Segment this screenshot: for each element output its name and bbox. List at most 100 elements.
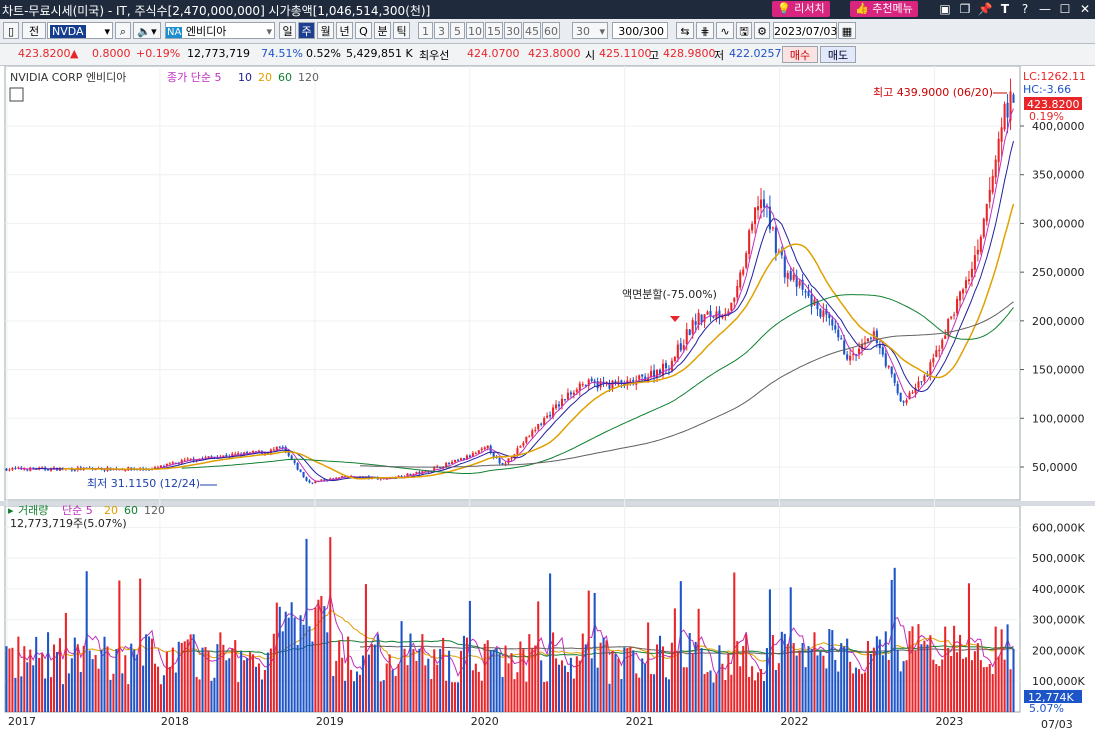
table-icon[interactable] — [9, 87, 24, 102]
tab-period-2[interactable]: 월 — [317, 22, 334, 39]
candle-body — [852, 354, 855, 356]
volume-bar — [234, 640, 237, 712]
candle-body — [23, 469, 26, 471]
text-icon[interactable]: T — [1000, 2, 1010, 16]
volume-bar — [64, 612, 67, 712]
chevron-down-icon: ▾ — [599, 25, 605, 38]
volume-bar — [23, 646, 26, 712]
volume-bar — [67, 673, 70, 712]
volume-bar — [151, 638, 154, 712]
candle-body — [656, 370, 659, 378]
volume-bar — [1006, 624, 1009, 712]
volume-bar — [168, 666, 171, 712]
interval-button-0[interactable]: 1 — [418, 22, 433, 39]
indicator-icon[interactable]: ∿ — [716, 22, 734, 39]
volume-tick-label: 300,000K — [1032, 614, 1085, 627]
volume-bar — [774, 670, 777, 712]
candle-body — [932, 358, 935, 363]
candle-body — [379, 478, 382, 480]
grid-icon[interactable]: ⋕ — [696, 22, 714, 39]
calendar-icon[interactable]: ▦ — [838, 22, 856, 39]
candle-body — [8, 469, 11, 471]
interval-select[interactable]: 30 ▾ — [572, 22, 608, 39]
x-tick-label: 2023 — [935, 715, 963, 728]
volume-bar — [751, 666, 754, 712]
tab-period-5[interactable]: 분 — [374, 22, 391, 39]
count-input[interactable]: 300/300 — [612, 22, 668, 39]
candle-body — [311, 482, 314, 484]
save-icon[interactable]: 🖫 — [736, 22, 752, 39]
gear-icon[interactable]: ⚙ — [754, 22, 770, 39]
tab-period-0[interactable]: 일 — [279, 22, 296, 39]
candle-body — [664, 363, 667, 369]
panel-toggle-icon[interactable]: ▯ — [3, 22, 19, 39]
maximize-icon[interactable]: ☐ — [1059, 2, 1071, 16]
stock-name-field[interactable]: NA 엔비디아 ▾ — [165, 22, 275, 39]
interval-button-5[interactable]: 30 — [504, 22, 522, 39]
volume-bar — [697, 608, 700, 712]
candle-body — [480, 448, 483, 451]
date-input[interactable]: 2023/07/03 — [773, 22, 837, 39]
volume-bar — [932, 659, 935, 712]
volume-bar — [109, 679, 112, 712]
volume-bar — [465, 637, 468, 712]
compare-icon[interactable]: ⇆ — [676, 22, 694, 39]
interval-button-4[interactable]: 15 — [485, 22, 503, 39]
price-tick-label: 250,0000 — [1032, 266, 1085, 279]
volume-bar — [935, 664, 938, 712]
help-icon[interactable]: ? — [1021, 2, 1029, 16]
volume-bar — [433, 649, 436, 712]
candle-body — [47, 469, 50, 471]
volume-bar — [703, 673, 706, 712]
chart-panel[interactable]: 400,0000 350,0000 300,0000 250,0000 200,0000… — [0, 65, 1095, 737]
volume-bar — [941, 659, 944, 712]
symbol-input[interactable]: NVDA ▾ — [47, 22, 113, 39]
interval-button-7[interactable]: 60 — [542, 22, 560, 39]
price-volume-chart[interactable]: 400,0000 350,0000 300,0000 250,0000 200,0000… — [0, 65, 1095, 737]
recommend-menu-button[interactable]: 👍 추천메뉴 — [850, 1, 918, 17]
candle-body — [650, 370, 653, 377]
pin-icon[interactable]: 📌 — [977, 2, 993, 16]
volume-bar — [944, 626, 947, 712]
volume-bar — [459, 650, 463, 712]
volume-bar — [136, 654, 139, 712]
volume-bar — [73, 637, 76, 712]
buy-button[interactable]: 매수 — [782, 46, 818, 63]
interval-button-3[interactable]: 10 — [466, 22, 484, 39]
close-icon[interactable]: ✕ — [1079, 2, 1091, 16]
window-layout-icon[interactable]: ▣ — [939, 2, 951, 16]
volume-bar — [20, 676, 23, 712]
whole-button[interactable]: 전 — [22, 22, 46, 39]
sell-button[interactable]: 매도 — [820, 46, 856, 63]
stock-name: 엔비디아 — [185, 25, 227, 38]
tab-period-3[interactable]: 년 — [336, 22, 353, 39]
copy-window-icon[interactable]: ❐ — [959, 2, 971, 16]
candle-body — [670, 360, 673, 371]
research-button[interactable]: 💡 리서치 — [772, 1, 830, 17]
volume-bar — [789, 587, 792, 712]
tab-period-4[interactable]: Q — [355, 22, 372, 39]
candle-body — [504, 463, 507, 465]
candle-body — [837, 329, 840, 338]
ma60-line — [181, 294, 1014, 474]
interval-button-6[interactable]: 45 — [523, 22, 541, 39]
candle-body — [290, 455, 293, 461]
interval-button-2[interactable]: 5 — [450, 22, 465, 39]
candle-body — [691, 319, 694, 334]
candle-body — [742, 269, 745, 275]
volume-bar — [664, 677, 667, 712]
volume-bar — [468, 600, 471, 712]
tab-period-1[interactable]: 주 — [298, 22, 315, 39]
search-icon[interactable]: ⌕ — [115, 22, 131, 39]
speaker-icon[interactable]: 🔈▾ — [133, 22, 161, 39]
volume-bar — [795, 655, 798, 712]
candle-body — [578, 383, 581, 391]
interval-button-1[interactable]: 3 — [434, 22, 449, 39]
candle-body — [332, 478, 335, 480]
candle-body — [944, 335, 947, 339]
minimize-icon[interactable]: — — [1039, 2, 1051, 16]
volume-bar — [875, 636, 878, 712]
volume-bar — [552, 632, 555, 712]
volume-bar — [736, 641, 739, 712]
tab-period-6[interactable]: 틱 — [393, 22, 410, 39]
